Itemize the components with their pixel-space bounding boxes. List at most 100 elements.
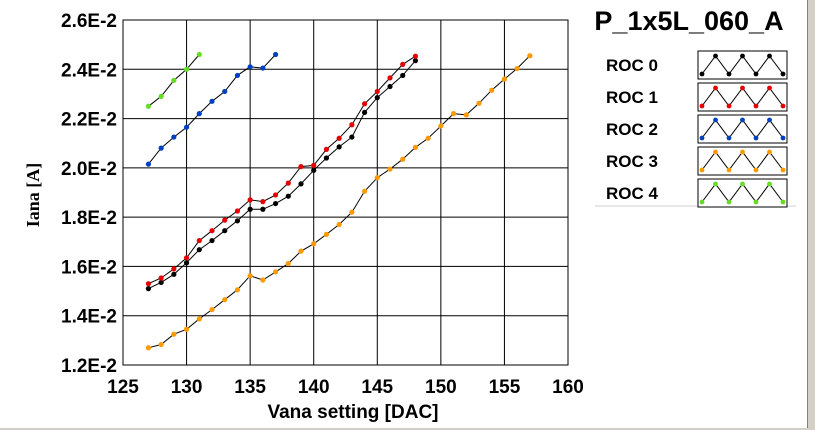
data-point <box>349 122 355 128</box>
legend-swatch-marker <box>699 135 705 141</box>
data-point <box>501 76 508 82</box>
data-point <box>196 237 202 244</box>
data-point <box>361 188 368 194</box>
legend-label: ROC 2 <box>606 120 658 139</box>
data-point <box>260 277 266 283</box>
data-point <box>336 135 342 141</box>
data-point <box>234 208 241 214</box>
legend-label: ROC 0 <box>606 56 658 75</box>
legend-swatch-marker <box>740 85 745 91</box>
data-point <box>374 175 380 181</box>
data-point <box>171 77 177 83</box>
legend-label: ROC 4 <box>606 184 659 203</box>
legend-swatch-marker <box>780 103 786 109</box>
data-point <box>145 286 152 292</box>
legend-swatch-marker <box>780 135 786 141</box>
data-point <box>285 260 291 267</box>
data-point <box>387 166 393 172</box>
y-tick-label: 2.6E-2 <box>61 11 117 32</box>
data-point <box>412 58 419 64</box>
data-point <box>145 281 152 287</box>
data-point <box>234 72 241 79</box>
data-point <box>527 53 533 59</box>
legend-label: ROC 3 <box>606 152 658 171</box>
data-point <box>209 306 215 313</box>
legend-swatch-marker <box>713 85 718 91</box>
data-point <box>298 248 304 254</box>
data-point <box>361 109 368 116</box>
legend-swatch-marker <box>767 53 772 59</box>
data-point <box>158 275 164 281</box>
data-point <box>476 100 482 106</box>
data-point <box>349 209 355 215</box>
data-point <box>311 241 317 247</box>
legend-swatch-marker <box>780 167 786 173</box>
y-tick-label: 1.4E-2 <box>61 307 117 328</box>
data-point <box>323 155 330 161</box>
data-point <box>222 217 228 223</box>
series-line <box>148 55 416 285</box>
data-point <box>260 206 266 212</box>
data-point <box>412 53 419 59</box>
data-point <box>272 269 279 275</box>
data-point <box>247 64 253 70</box>
legend-swatch-marker <box>713 149 718 155</box>
data-point <box>158 145 164 151</box>
legend-swatch-marker <box>753 167 759 173</box>
legend-swatch-marker <box>740 53 745 59</box>
legend-swatch-marker <box>726 167 732 173</box>
legend-swatch-marker <box>699 103 705 109</box>
data-point <box>171 271 177 277</box>
data-point <box>145 345 152 351</box>
data-point <box>171 134 177 140</box>
x-tick-label: 130 <box>171 377 203 398</box>
data-point <box>196 51 202 58</box>
legend-label: ROC 1 <box>606 88 658 107</box>
data-point <box>272 192 279 198</box>
legend-swatch-marker <box>740 117 745 123</box>
data-point <box>489 87 495 93</box>
x-tick-label: 135 <box>234 377 266 398</box>
data-point <box>400 61 406 67</box>
data-point <box>514 65 520 72</box>
y-tick-labels: 1.2E-2 1.4E-2 1.6E-2 1.8E-2 2.0E-2 2.2E-2 2.4E… <box>61 11 117 377</box>
legend-swatch-marker <box>699 167 705 173</box>
data-point <box>260 199 266 205</box>
legend-swatch-marker <box>726 71 732 77</box>
data-point <box>196 316 202 322</box>
legend-swatch-marker <box>780 71 786 77</box>
series-layer <box>145 51 533 351</box>
data-point <box>209 228 215 234</box>
data-point <box>247 197 253 203</box>
data-point <box>183 124 190 130</box>
plot-area <box>123 20 568 365</box>
data-point <box>222 297 228 303</box>
data-point <box>298 181 304 187</box>
data-point <box>361 101 368 107</box>
data-point <box>247 273 253 279</box>
legend-swatch-marker <box>753 103 759 109</box>
data-point <box>158 93 164 99</box>
series-2 <box>145 51 279 167</box>
legend-swatch <box>697 178 788 208</box>
x-tick-labels: 125 130 135 140 145 150 155 160 <box>107 377 584 398</box>
legend-swatch-marker <box>753 199 759 205</box>
legend-swatch <box>697 50 788 80</box>
data-point <box>171 331 177 337</box>
legend-swatch-marker <box>767 85 772 91</box>
data-point <box>247 206 253 212</box>
y-tick-label: 1.8E-2 <box>61 208 117 229</box>
legend-swatch <box>697 146 788 176</box>
data-point <box>311 167 317 173</box>
legend-swatch-marker <box>767 181 772 187</box>
data-point <box>183 255 190 261</box>
legend-swatch-marker <box>713 117 718 123</box>
legend-swatch-marker <box>699 199 705 205</box>
data-point <box>400 156 406 162</box>
legend-swatch-marker <box>699 71 705 77</box>
data-point <box>349 134 355 140</box>
data-point <box>183 326 190 332</box>
data-point <box>158 279 164 286</box>
data-point <box>425 135 431 141</box>
legend-swatch-marker <box>753 135 759 141</box>
